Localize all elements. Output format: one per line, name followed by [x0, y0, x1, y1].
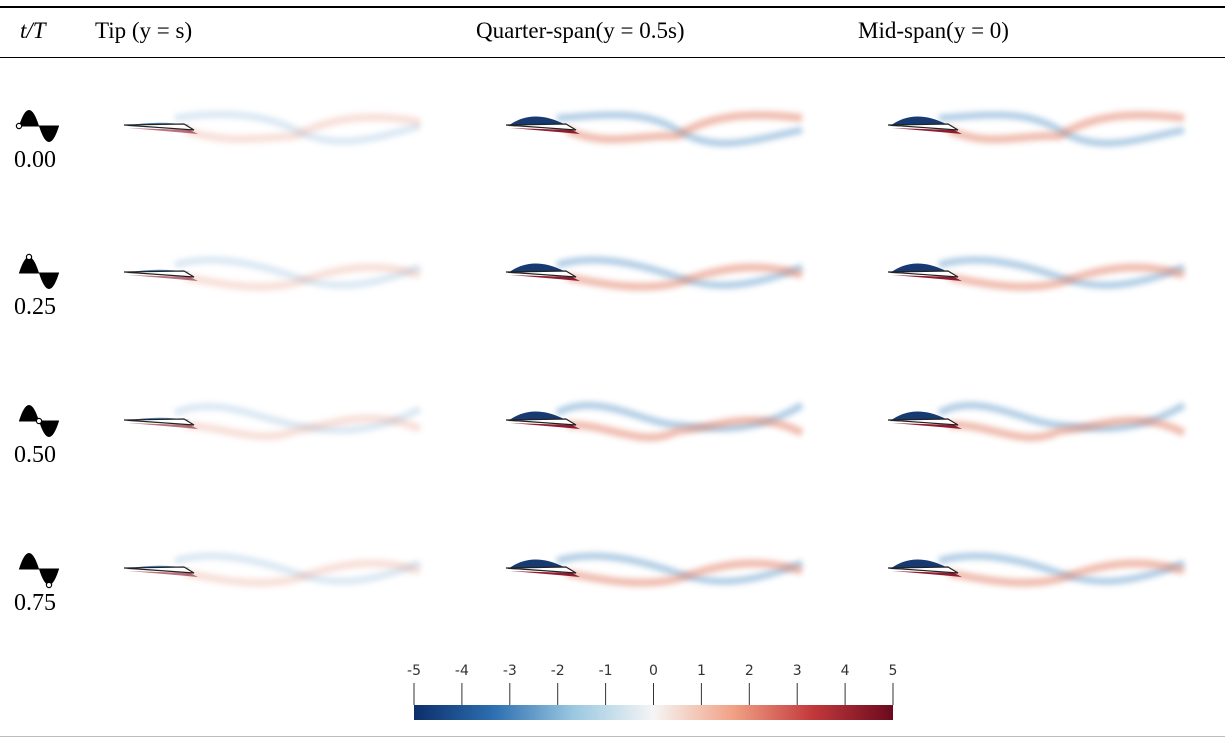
quarter-span-vorticity-snapshot: [505, 401, 804, 442]
header-rule: [0, 57, 1225, 58]
time-label: 0.50: [14, 442, 56, 468]
colorbar-tick-label: 0: [649, 663, 658, 679]
tip-vorticity-snapshot: [123, 256, 422, 291]
tip-vorticity-snapshot: [123, 110, 421, 145]
colorbar-tick-label: 4: [841, 663, 850, 679]
airfoil-section: [505, 123, 577, 131]
vorticity-colorbar: -5 -4 -3 -2 -1 0 1 2 3 4 5: [407, 663, 898, 720]
phase-sine-icon: [19, 405, 59, 437]
mid-span-vorticity-snapshot: [887, 401, 1186, 442]
quarter-span-vorticity-snapshot: [505, 111, 803, 147]
quarter-span-vorticity-snapshot: [505, 552, 804, 587]
airfoil-section: [887, 418, 959, 426]
airfoil-section: [887, 270, 959, 278]
tip-vorticity-snapshot: [123, 552, 422, 587]
phase-sine-icon: [19, 553, 59, 589]
airfoil-section: [505, 418, 577, 426]
airfoil-section: [123, 270, 195, 278]
phase-marker: [25, 253, 33, 261]
quarter-span-column-header: Quarter-span(y = 0.5s): [476, 18, 685, 43]
airfoil-section: [505, 566, 577, 574]
tip-column-header: Tip (y = s): [95, 18, 193, 43]
airfoil-section: [887, 566, 959, 574]
mid-span-vorticity-snapshot: [887, 552, 1186, 587]
airfoil-section: [505, 270, 577, 278]
phase-sine-icon: [15, 110, 59, 142]
airfoil-section: [887, 123, 959, 131]
airfoil-section: [123, 566, 195, 574]
colorbar-tick-label: -4: [455, 663, 469, 679]
tip-vorticity-snapshot: [123, 402, 422, 441]
colorbar-tick-label: 5: [889, 663, 898, 679]
quarter-span-vorticity-snapshot: [505, 256, 804, 291]
phase-marker: [45, 581, 53, 589]
mid-span-vorticity-snapshot: [887, 111, 1185, 147]
phase-sine-icon: [19, 253, 59, 289]
colorbar-gradient: [414, 705, 893, 720]
time-label: 0.75: [14, 590, 56, 616]
airfoil-section: [123, 418, 195, 426]
colorbar-tick-label: 3: [793, 663, 802, 679]
colorbar-tick-label: 1: [697, 663, 706, 679]
time-column-header: t/T: [20, 18, 46, 43]
time-label: 0.25: [14, 294, 56, 320]
airfoil-section: [123, 123, 195, 131]
colorbar-tick-label: -2: [551, 663, 565, 679]
colorbar-tick-label: -5: [407, 663, 421, 679]
mid-span-column-header: Mid-span(y = 0): [858, 18, 1009, 43]
phase-marker: [15, 122, 23, 130]
top-rule: [0, 6, 1225, 8]
time-label: 0.00: [14, 147, 56, 173]
mid-span-vorticity-snapshot: [887, 256, 1186, 291]
bottom-rule: [0, 736, 1225, 737]
phase-marker: [35, 417, 43, 425]
colorbar-tick-label: -1: [599, 663, 613, 679]
colorbar-tick-label: 2: [745, 663, 754, 679]
colorbar-tick-label: -3: [503, 663, 517, 679]
